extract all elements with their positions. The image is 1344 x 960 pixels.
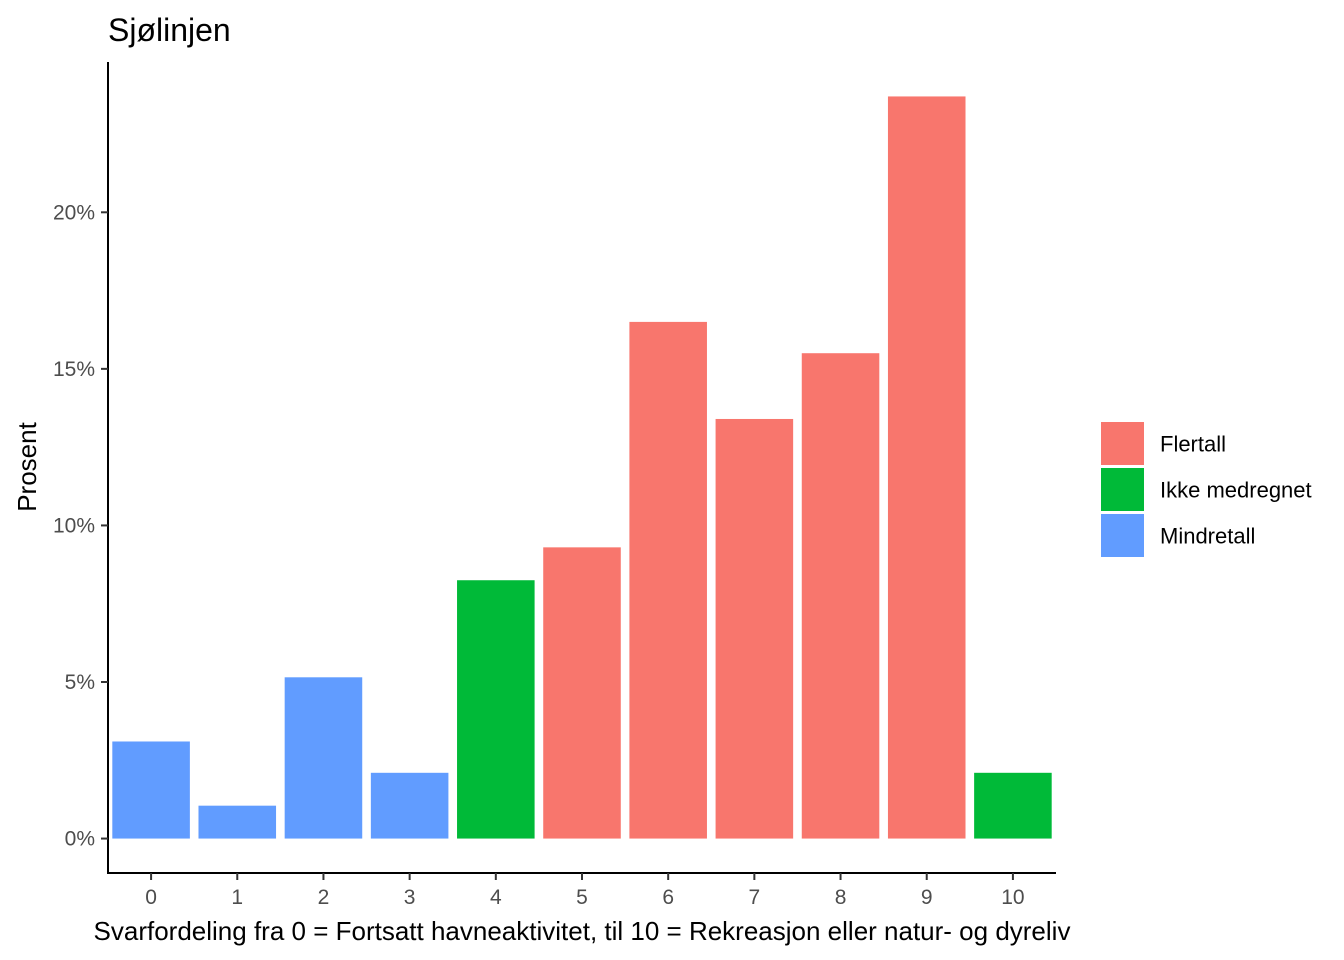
x-tick-label: 2 <box>318 886 330 909</box>
bar-5 <box>543 547 621 839</box>
y-ticks-group: 0% 5% 10% 15% 20% <box>53 201 108 851</box>
bar-9 <box>887 96 966 839</box>
x-tick-label: 7 <box>749 886 761 909</box>
chart-title: Sjølinjen <box>108 12 231 48</box>
bar-6 <box>629 321 707 839</box>
bar-8 <box>801 353 880 839</box>
bar-7 <box>715 418 794 839</box>
legend-label: Mindretall <box>1160 524 1255 549</box>
bars-group <box>112 96 1052 839</box>
x-tick-label: 3 <box>404 886 416 909</box>
y-tick-label: 5% <box>65 671 95 694</box>
x-axis-label: Svarfordeling fra 0 = Fortsatt havneakti… <box>94 916 1071 946</box>
y-tick-label: 20% <box>53 201 95 224</box>
bar-1 <box>198 805 277 839</box>
x-tick-label: 1 <box>231 886 243 909</box>
legend: Flertall Ikke medregnet Mindretall <box>1101 422 1312 557</box>
x-tick-label: 5 <box>576 886 588 909</box>
legend-key-ikke-medregnet <box>1101 468 1144 511</box>
bar-0 <box>112 741 190 839</box>
x-tick-label: 6 <box>662 886 674 909</box>
y-axis-label: Prosent <box>12 421 42 511</box>
bar-10 <box>974 772 1052 839</box>
legend-key-mindretall <box>1101 514 1144 557</box>
x-ticks-group: 0 1 2 3 4 5 6 7 8 9 10 <box>145 873 1025 909</box>
bar-3 <box>370 772 449 839</box>
bar-2 <box>284 677 363 839</box>
legend-key-flertall <box>1101 422 1144 465</box>
x-tick-label: 4 <box>490 886 502 909</box>
y-tick-label: 10% <box>53 514 95 537</box>
y-tick-label: 0% <box>65 828 95 851</box>
x-tick-label: 10 <box>1001 886 1024 909</box>
x-tick-label: 0 <box>145 886 157 909</box>
x-tick-label: 8 <box>835 886 847 909</box>
legend-label: Ikke medregnet <box>1160 478 1312 503</box>
x-tick-label: 9 <box>921 886 933 909</box>
legend-label: Flertall <box>1160 432 1226 457</box>
bar-4 <box>457 580 535 839</box>
y-tick-label: 15% <box>53 358 95 381</box>
